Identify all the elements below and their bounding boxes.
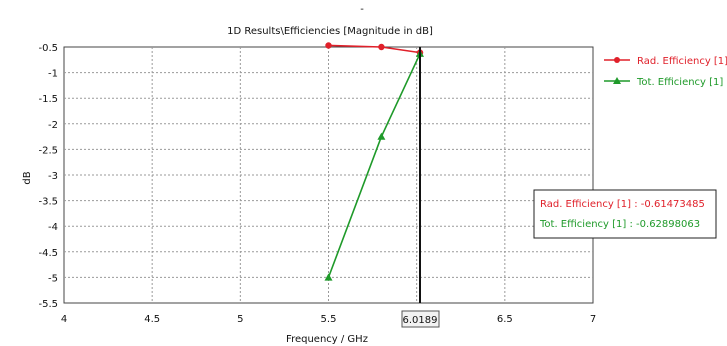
series-1-point bbox=[378, 43, 385, 51]
y-axis-title: dB bbox=[22, 171, 33, 184]
annotation-frame bbox=[533, 189, 717, 239]
y-tick-label: -1 bbox=[48, 69, 58, 80]
legend-marker-1 bbox=[614, 57, 620, 63]
chart-title: 1D Results\Efficiencies [Magnitude in dB… bbox=[227, 26, 433, 37]
gridlines bbox=[64, 47, 593, 303]
frequency-marker-box bbox=[401, 310, 440, 328]
x-tick-label: 6.5 bbox=[497, 314, 513, 325]
value-annotation-box: Rad. Efficiency [1] : -0.61473485 Tot. Ef… bbox=[533, 189, 717, 239]
y-tick-label: -3 bbox=[48, 171, 58, 182]
x-axis-ticks: 44.555.566.57 bbox=[61, 314, 596, 325]
x-tick-label: 4 bbox=[61, 314, 67, 325]
annotation-line-2: Tot. Efficiency [1] : -0.62898063 bbox=[539, 219, 700, 230]
x-tick-label: 5.5 bbox=[321, 314, 337, 325]
legend: Rad. Efficiency [1] Tot. Efficiency [1] bbox=[604, 56, 727, 88]
series-2-point bbox=[324, 273, 333, 281]
marker-layer: 6.0189 bbox=[401, 47, 440, 328]
legend-marker-2 bbox=[613, 77, 621, 84]
y-tick-label: -2 bbox=[48, 120, 58, 131]
y-tick-label: -5.5 bbox=[38, 299, 58, 310]
legend-label-1: Rad. Efficiency [1] bbox=[637, 56, 727, 67]
y-tick-label: -0.5 bbox=[38, 43, 58, 54]
frequency-marker-label: 6.0189 bbox=[402, 315, 437, 326]
y-tick-label: -4 bbox=[48, 222, 58, 233]
x-tick-label: 4.5 bbox=[144, 314, 160, 325]
x-axis-title: Frequency / GHz bbox=[286, 334, 368, 345]
x-tick-label: 5 bbox=[237, 314, 243, 325]
series-2-point bbox=[377, 132, 386, 140]
y-tick-label: -1.5 bbox=[38, 94, 58, 105]
x-tick-label: 7 bbox=[590, 314, 596, 325]
annotation-line-1: Rad. Efficiency [1] : -0.61473485 bbox=[540, 199, 705, 210]
series-1-point bbox=[325, 42, 332, 49]
top-dash-mark: - bbox=[360, 4, 364, 15]
y-tick-label: -2.5 bbox=[38, 145, 58, 156]
y-tick-label: -3.5 bbox=[38, 197, 58, 208]
y-axis-ticks: -0.5 -1 -1.5 -2 -2.5 -3 -3.5 -4 -4.5 -5 -5.5 bbox=[38, 43, 58, 310]
legend-label-2: Tot. Efficiency [1] bbox=[636, 77, 723, 88]
y-tick-label: -5 bbox=[48, 273, 58, 284]
y-tick-label: -4.5 bbox=[38, 248, 58, 259]
